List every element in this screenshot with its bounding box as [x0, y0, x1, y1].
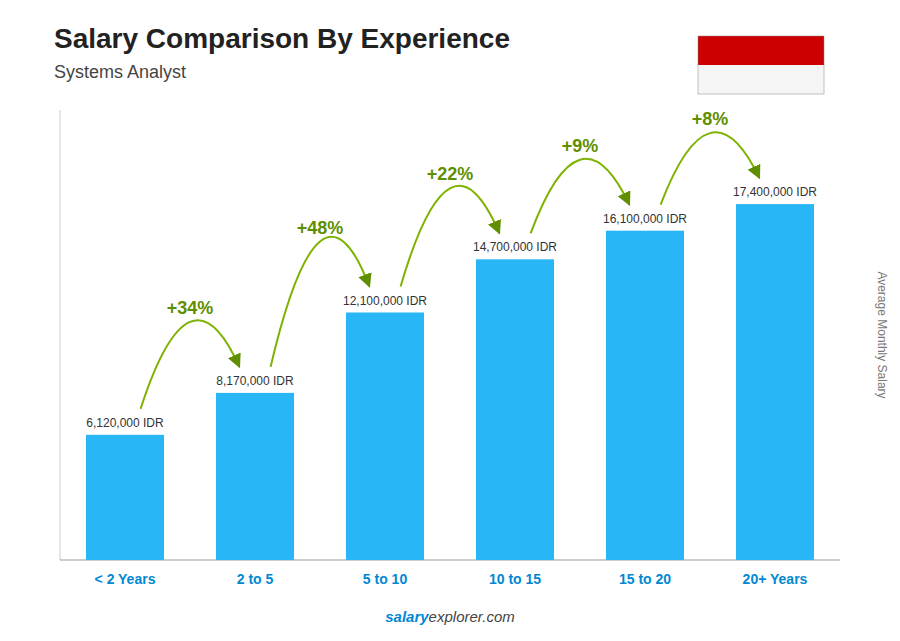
y-axis-label: Average Monthly Salary [875, 271, 889, 398]
x-tick-label: 20+ Years [743, 571, 808, 587]
x-tick-label: 5 to 10 [363, 571, 408, 587]
annotation: +34% [167, 298, 214, 318]
bar [216, 393, 294, 560]
change-arcs [141, 132, 760, 408]
annotation: +8% [692, 109, 729, 129]
data-label: 12,100,000 IDR [343, 294, 427, 308]
change-arc [531, 159, 630, 234]
bar [736, 204, 814, 560]
data-label: 17,400,000 IDR [733, 185, 817, 199]
flag-red [698, 36, 824, 65]
data-label: 8,170,000 IDR [216, 374, 294, 388]
x-tick-label: < 2 Years [95, 571, 156, 587]
bar [606, 231, 684, 560]
background [0, 0, 900, 641]
bar [346, 313, 424, 561]
data-label: 14,700,000 IDR [473, 240, 557, 254]
subtitle: Systems Analyst [54, 62, 186, 82]
flag [698, 36, 824, 94]
annotation: +22% [427, 164, 474, 184]
x-tick-label: 15 to 20 [619, 571, 671, 587]
data-label: 6,120,000 IDR [86, 416, 164, 430]
change-arc [661, 132, 760, 204]
flag-border [698, 36, 824, 94]
change-arc [401, 186, 500, 287]
flag-white [698, 65, 824, 94]
x-tick-label: 10 to 15 [489, 571, 541, 587]
change-arc [141, 320, 240, 409]
bar [476, 259, 554, 560]
x-tick-label: 2 to 5 [237, 571, 274, 587]
title: Salary Comparison By Experience [54, 23, 510, 54]
y-axis-line [60, 110, 61, 560]
annotation: +48% [297, 218, 344, 238]
page: {"chart_data": {"type": "bar", "title": … [0, 0, 900, 641]
footer-part: explorer.com [429, 608, 515, 625]
chart: Salary Comparison By Experience Systems A… [0, 0, 900, 641]
footer-part: salary [385, 608, 429, 625]
bars [86, 204, 814, 560]
footer: salaryexplorer.com [385, 608, 515, 625]
data-label: 16,100,000 IDR [603, 212, 687, 226]
x-axis-line [60, 560, 840, 561]
bar [86, 435, 164, 560]
annotation: +9% [562, 136, 599, 156]
change-arc [271, 237, 370, 367]
